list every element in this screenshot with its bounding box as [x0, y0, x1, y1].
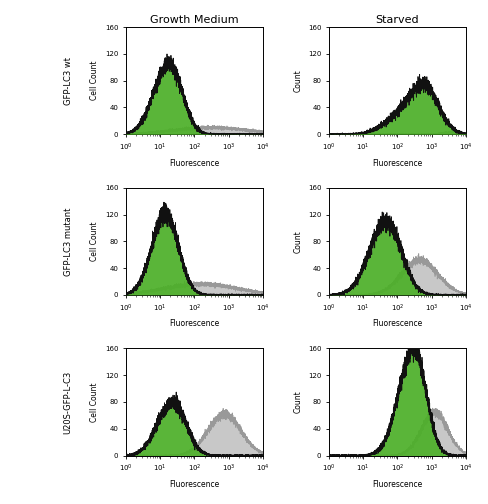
Y-axis label: Cell Count: Cell Count [90, 222, 99, 261]
Title: Growth Medium: Growth Medium [150, 15, 239, 25]
Y-axis label: Count: Count [293, 391, 302, 413]
Text: U20S-GFP-L-C3: U20S-GFP-L-C3 [64, 370, 73, 433]
Y-axis label: Cell Count: Cell Count [90, 61, 99, 100]
X-axis label: Fluorescence: Fluorescence [372, 159, 423, 168]
Y-axis label: Count: Count [293, 70, 302, 92]
Text: GFP-LC3 mutant: GFP-LC3 mutant [64, 207, 73, 276]
Y-axis label: Cell Count: Cell Count [90, 382, 99, 422]
X-axis label: Fluorescence: Fluorescence [372, 320, 423, 329]
Y-axis label: Count: Count [293, 230, 302, 253]
X-axis label: Fluorescence: Fluorescence [169, 320, 220, 329]
X-axis label: Fluorescence: Fluorescence [372, 480, 423, 489]
X-axis label: Fluorescence: Fluorescence [169, 159, 220, 168]
X-axis label: Fluorescence: Fluorescence [169, 480, 220, 489]
Text: GFP-LC3 wt: GFP-LC3 wt [64, 57, 73, 105]
Title: Starved: Starved [376, 15, 419, 25]
